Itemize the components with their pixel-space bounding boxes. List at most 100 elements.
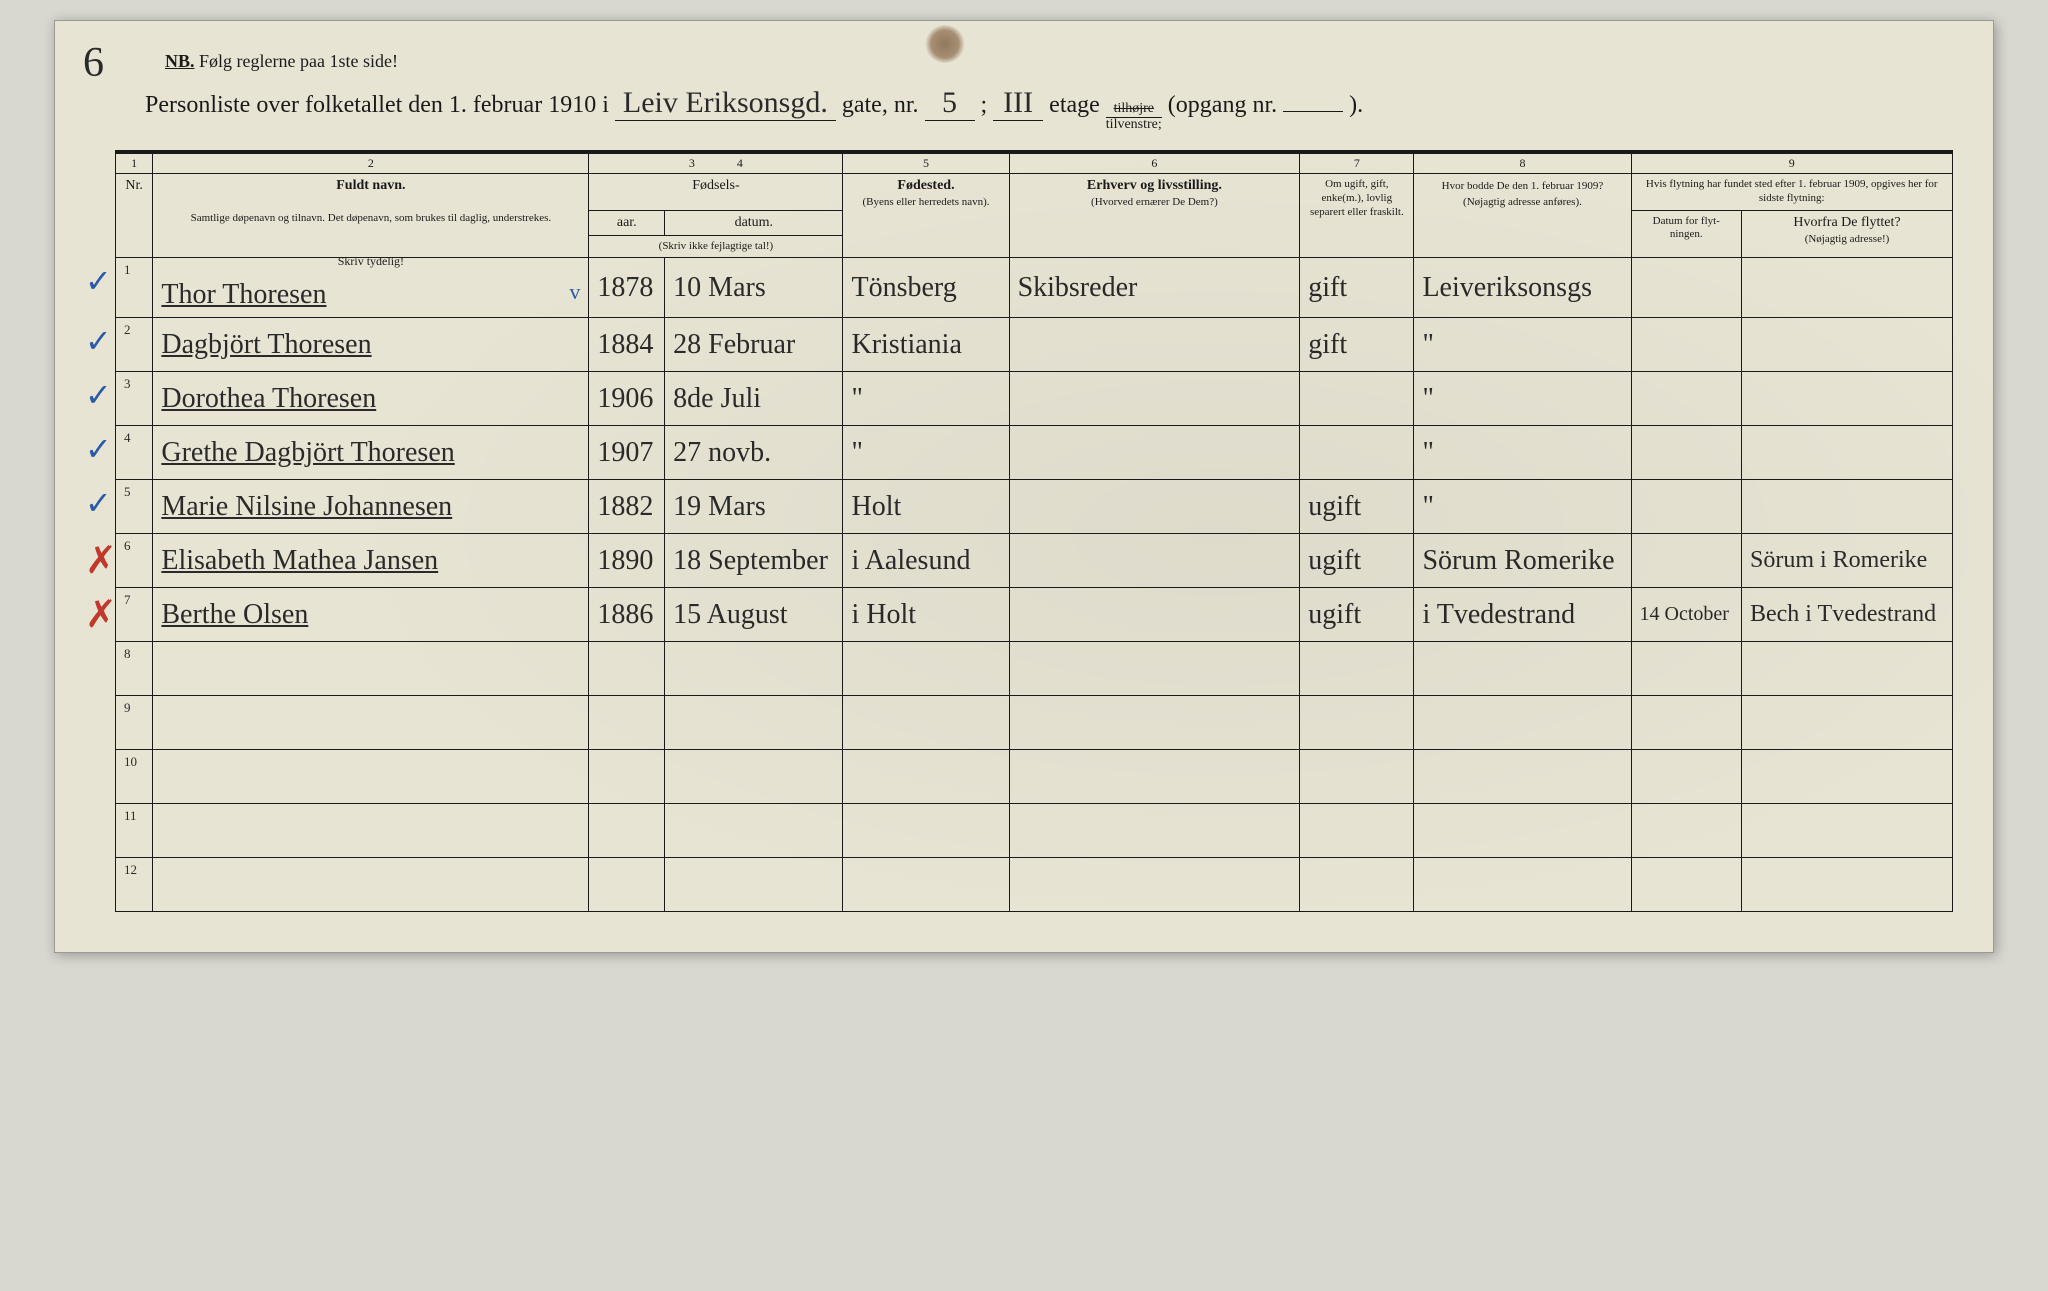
hdr-flytning: Hvis flytning har fundet sted efter 1. f…: [1631, 174, 1953, 211]
colnum-9: 9: [1631, 154, 1953, 174]
cell-moved-from: Bech i Tvedestrand: [1741, 588, 1952, 642]
cell-moved-from: [1741, 642, 1952, 696]
cell-name: [153, 642, 589, 696]
cell-name: Elisabeth Mathea Jansen: [153, 534, 589, 588]
cell-occupation: [1009, 804, 1300, 858]
cell-move-date: [1631, 318, 1741, 372]
cell-prev-address: Sörum Romerike: [1414, 534, 1631, 588]
ditto-mark: ": [851, 437, 862, 468]
cell-civil: [1300, 858, 1414, 912]
title-opgang: (opgang nr.: [1168, 92, 1277, 119]
cell-prev-address: [1414, 750, 1631, 804]
hdr-civil: Om ugift, gift, enke(m.), lovlig separer…: [1300, 174, 1414, 258]
cell-civil: gift: [1300, 318, 1414, 372]
cell-occupation: [1009, 858, 1300, 912]
person-name: Berthe Olsen: [161, 599, 308, 630]
title-preamble: Personliste over folketallet den 1. febr…: [145, 92, 609, 119]
cell-name: Berthe Olsen: [153, 588, 589, 642]
colnum-1: 1: [116, 154, 153, 174]
person-name: Elisabeth Mathea Jansen: [161, 545, 438, 576]
cell-place: Kristiania: [843, 318, 1009, 372]
side-fraction: tilhøjre tilvenstre;: [1106, 102, 1162, 132]
hdr-nr: Nr.: [116, 174, 153, 258]
floor-number: III: [993, 86, 1043, 121]
row-number: ✗6: [116, 534, 153, 588]
person-name: Dorothea Thoresen: [161, 383, 376, 414]
cell-moved-from: [1741, 858, 1952, 912]
row-number: ✓1: [116, 258, 153, 318]
cell-prev-address: [1414, 696, 1631, 750]
side-top: tilhøjre: [1106, 102, 1162, 118]
row-number: ✓2: [116, 318, 153, 372]
cell-move-date: [1631, 372, 1741, 426]
checkmark-icon: ✓: [85, 430, 112, 468]
table-row: ✓3Dorothea Thoresen19068de Juli"": [116, 372, 1953, 426]
title-opgang-close: ).: [1349, 92, 1363, 119]
cell-civil: gift: [1300, 258, 1414, 318]
hdr-flytdate: Datum for flyt-ningen.: [1631, 210, 1741, 258]
hdr-year: aar.: [589, 210, 665, 235]
stain-spot: [925, 25, 965, 63]
cell-move-date: [1631, 804, 1741, 858]
table-row: ✗6Elisabeth Mathea Jansen189018 Septembe…: [116, 534, 1953, 588]
cell-prev-address: ": [1414, 318, 1631, 372]
cell-name: [153, 696, 589, 750]
cell-civil: ugift: [1300, 534, 1414, 588]
cell-name: Dagbjört Thoresen: [153, 318, 589, 372]
cell-occupation: [1009, 534, 1300, 588]
cell-occupation: [1009, 372, 1300, 426]
colnum-7: 7: [1300, 154, 1414, 174]
row-number: 12: [116, 858, 153, 912]
ditto-mark: ": [851, 383, 862, 414]
cell-date: [665, 696, 843, 750]
cell-place: i Holt: [843, 588, 1009, 642]
cell-civil: [1300, 426, 1414, 480]
cell-date: 18 September: [665, 534, 843, 588]
table-row: ✓2Dagbjört Thoresen188428 FebruarKristia…: [116, 318, 1953, 372]
cell-move-date: 14 October: [1631, 588, 1741, 642]
table-row: 12: [116, 858, 1953, 912]
cell-name: Dorothea Thoresen: [153, 372, 589, 426]
cell-date: [665, 642, 843, 696]
cell-occupation: [1009, 480, 1300, 534]
cell-civil: [1300, 804, 1414, 858]
cell-date: 10 Mars: [665, 258, 843, 318]
nb-text: Følg reglerne paa 1ste side!: [199, 51, 398, 71]
skriv-tydelig-note: Skriv tydelig!: [161, 254, 580, 269]
cell-occupation: [1009, 588, 1300, 642]
row-number: 11: [116, 804, 153, 858]
cell-place: [843, 804, 1009, 858]
cell-date: 15 August: [665, 588, 843, 642]
table-row: ✓4Grethe Dagbjört Thoresen190727 novb."": [116, 426, 1953, 480]
cell-place: [843, 858, 1009, 912]
title-semicolon: ;: [981, 92, 988, 119]
cell-civil: ugift: [1300, 480, 1414, 534]
cell-moved-from: [1741, 696, 1952, 750]
table-row: 11: [116, 804, 1953, 858]
cell-name: Grethe Dagbjört Thoresen: [153, 426, 589, 480]
census-table: 1 2 3 4 5 6 7 8 9 Nr. Fuldt navn. Samtli…: [115, 153, 1953, 912]
cell-civil: [1300, 750, 1414, 804]
header-row-1: Nr. Fuldt navn. Samtlige døpenavn og til…: [116, 174, 1953, 211]
cell-place: Tönsberg: [843, 258, 1009, 318]
cell-occupation: [1009, 642, 1300, 696]
x-mark-icon: ✗: [85, 592, 117, 637]
row-number: 10: [116, 750, 153, 804]
cell-prev-address: [1414, 858, 1631, 912]
hdr-date: datum.: [665, 210, 843, 235]
row-number: 8: [116, 642, 153, 696]
cell-name: Skriv tydelig!Thor Thoresenv: [153, 258, 589, 318]
cell-date: [665, 750, 843, 804]
cell-name: [153, 858, 589, 912]
table-header: 1 2 3 4 5 6 7 8 9 Nr. Fuldt navn. Samtli…: [116, 154, 1953, 258]
street-name: Leiv Eriksonsgd.: [615, 86, 836, 121]
colnum-3-4: 3 4: [589, 154, 843, 174]
colnum-8: 8: [1414, 154, 1631, 174]
cell-occupation: [1009, 696, 1300, 750]
cell-year: [589, 750, 665, 804]
cell-date: 28 Februar: [665, 318, 843, 372]
ditto-mark: ": [1422, 383, 1433, 414]
cell-place: ": [843, 426, 1009, 480]
checkmark-icon: ✓: [85, 322, 112, 360]
cell-prev-address: ": [1414, 426, 1631, 480]
